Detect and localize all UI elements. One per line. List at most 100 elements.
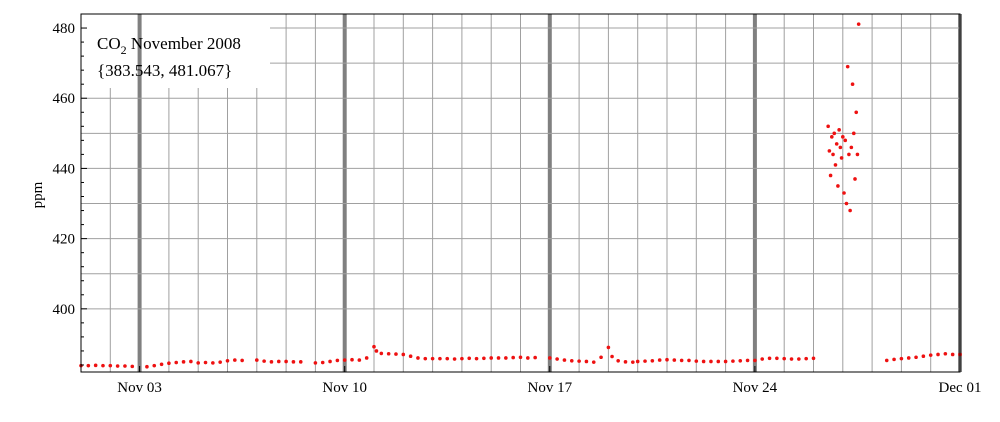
data-point [855,152,860,157]
data-point [189,359,193,364]
data-point [838,145,843,150]
data-point [616,358,620,363]
data-point [430,356,435,361]
data-point [635,359,640,364]
x-tick-label: Nov 17 [528,380,573,396]
y-tick-label: 460 [53,91,76,107]
data-point [357,358,362,362]
data-point [211,361,215,365]
data-point [921,354,926,359]
data-point [452,357,457,361]
data-point [834,142,839,146]
data-point [950,352,955,357]
data-point [93,363,98,368]
data-point [203,360,208,365]
data-point [548,356,552,360]
data-point [423,356,428,361]
data-point [167,361,171,366]
data-point [892,357,896,362]
data-point [218,360,222,364]
data-point [181,360,186,364]
plot-frame [80,13,961,373]
x-axis: Nov 03 Nov 10 Nov 17 Nov 24 Dec 01 [117,366,981,396]
data-point [828,173,833,178]
data-point [533,355,537,360]
data-point [225,358,230,363]
data-point [174,360,179,365]
data-point [291,360,296,364]
data-point [943,351,948,356]
y-axis-title: ppm [30,181,46,208]
data-point [767,356,772,361]
data-point [701,359,706,364]
data-point [789,357,794,361]
data-point [914,355,918,360]
data-point [849,145,854,150]
data-point [474,356,479,361]
data-point [657,358,662,362]
data-point [679,358,684,363]
title-subscript: 2 [121,43,127,57]
data-point [731,359,735,363]
data-point [854,110,859,115]
data-point [899,356,904,361]
data-point [159,362,164,367]
data-points [79,22,962,369]
data-point [599,355,603,360]
data-point [906,356,911,360]
data-point [811,356,816,361]
data-point [130,364,135,369]
data-point [936,352,940,357]
data-point [504,356,508,360]
data-point [123,364,127,368]
data-point [851,131,856,136]
data-point [856,22,861,26]
data-point [804,356,808,361]
data-point [643,359,647,363]
y-axis: 400 420 440 460 480 [53,21,87,366]
data-point [379,351,384,356]
data-point [313,361,318,365]
data-point [606,345,611,350]
data-point [831,152,835,157]
data-point [665,357,669,362]
data-point [577,359,581,363]
data-point [842,191,846,195]
data-point [830,135,834,139]
data-point [827,149,832,153]
data-point [364,356,369,360]
data-point [847,152,851,157]
data-point [745,358,750,363]
x-tick-label: Dec 01 [939,380,982,396]
data-point [853,177,857,181]
data-point [240,358,244,363]
title-base: CO [97,34,121,53]
data-point [262,359,266,363]
data-point [884,358,889,363]
data-point [848,208,852,213]
data-point [694,359,699,363]
data-point [738,358,743,363]
data-point [496,356,501,360]
data-point [335,358,340,363]
data-point [401,352,406,357]
data-point [836,184,840,188]
data-point [826,124,830,129]
data-point [269,360,274,364]
data-point [489,356,494,360]
data-point [843,138,848,143]
data-point [839,156,844,160]
data-point [328,359,332,364]
data-point [518,355,523,360]
data-point [797,357,801,361]
data-point [526,356,530,360]
data-point [298,360,303,364]
data-point [562,358,567,362]
data-point [196,361,200,365]
data-point [775,356,779,361]
data-point [672,358,677,362]
data-point [374,349,379,353]
data-point [386,351,391,356]
data-point [623,360,628,364]
